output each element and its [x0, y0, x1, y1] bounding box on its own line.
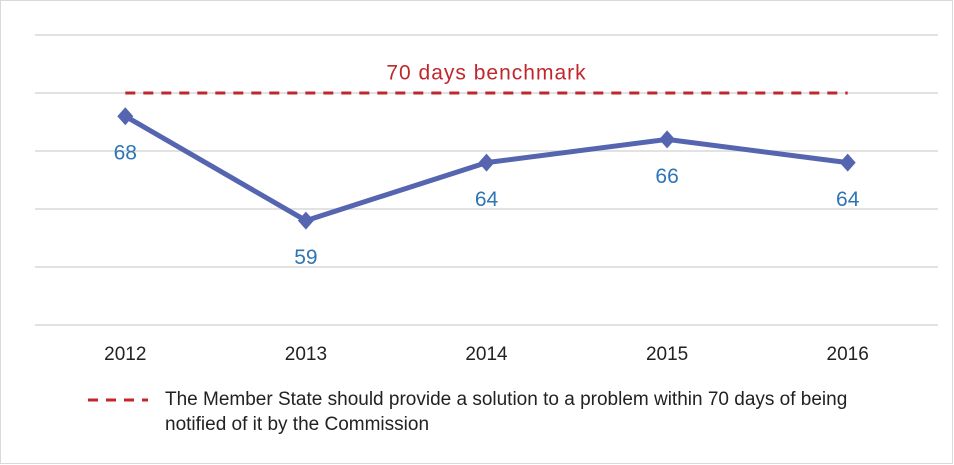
data-label: 68: [114, 142, 137, 165]
x-tick-label: 2015: [646, 344, 688, 365]
benchmark-label: 70 days benchmark: [386, 62, 586, 85]
x-tick-label: 2012: [104, 344, 146, 365]
x-tick-label: 2016: [827, 344, 869, 365]
marker: [659, 130, 676, 149]
data-label: 64: [836, 188, 860, 211]
data-label: 64: [475, 188, 499, 211]
x-tick-label: 2013: [285, 344, 327, 365]
data-label: 66: [655, 165, 678, 188]
data-label: 59: [294, 246, 317, 269]
legend-text: The Member State should provide a soluti…: [165, 389, 848, 435]
x-tick-label: 2014: [465, 344, 508, 365]
marker: [478, 153, 495, 172]
marker: [297, 211, 314, 230]
marker: [117, 107, 134, 126]
marker: [839, 153, 856, 172]
